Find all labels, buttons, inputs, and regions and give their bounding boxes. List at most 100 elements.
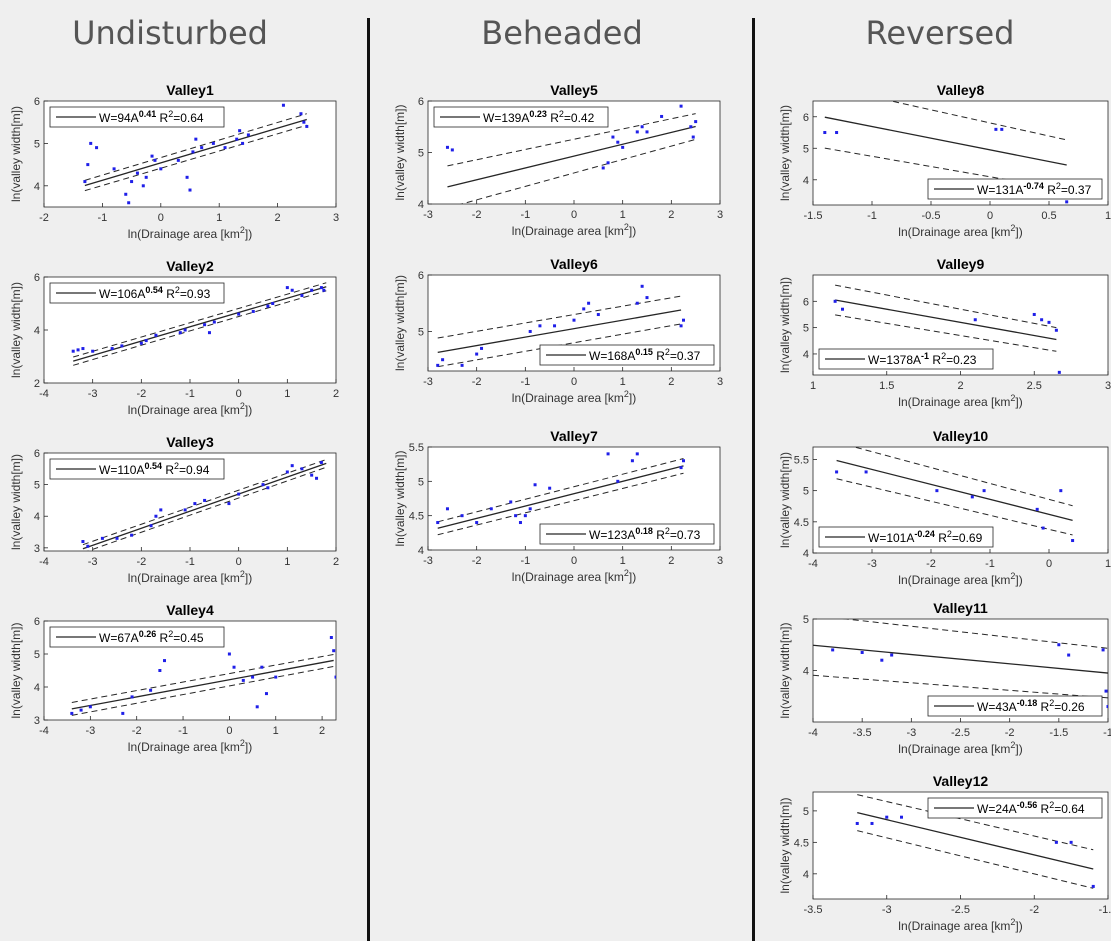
data-point xyxy=(305,124,309,128)
upper-confidence-line xyxy=(82,459,327,546)
data-point xyxy=(130,695,134,699)
data-point xyxy=(79,708,83,712)
data-point xyxy=(1054,328,1058,332)
y-axis-label: ln(valley width[m]) xyxy=(778,622,792,718)
legend-label: W=168A0.15 R2=0.37 xyxy=(589,347,701,363)
chart-valley12: Valley12 -3.5 -3 -2.5 -2 -1.5 4 4.5 5 ln(Drainage… xyxy=(778,773,1111,933)
lower-confidence-line xyxy=(86,466,327,551)
data-point xyxy=(144,175,148,179)
y-tick-label: 3 xyxy=(34,715,40,727)
legend-label: W=131A-0.74 R2=0.37 xyxy=(977,181,1092,197)
data-point xyxy=(606,452,610,456)
upper-confidence-line xyxy=(437,295,682,339)
data-point xyxy=(835,470,839,474)
data-point xyxy=(679,466,683,470)
fit-line xyxy=(82,462,327,550)
x-tick-label: 0.5 xyxy=(1041,210,1056,222)
fit-line xyxy=(84,118,307,187)
x-axis-label: ln(Drainage area [km2]) xyxy=(898,740,1022,756)
lower-confidence-line xyxy=(459,138,696,204)
column-title-undisturbed: Undisturbed xyxy=(72,14,268,52)
legend-box xyxy=(539,344,715,366)
x-tick-label: -1 xyxy=(520,376,530,388)
x-tick-label: -4 xyxy=(808,558,818,570)
data-point xyxy=(120,344,124,348)
x-tick-label: -3 xyxy=(882,904,892,916)
column-title-reversed: Reversed xyxy=(865,14,1015,52)
upper-confidence-line xyxy=(71,653,334,703)
column-divider-left xyxy=(367,18,370,941)
y-tick-label: 5.5 xyxy=(409,442,424,454)
data-point xyxy=(130,533,134,537)
legend-box xyxy=(49,282,225,304)
x-tick-label: -3 xyxy=(867,558,877,570)
data-point xyxy=(235,137,239,141)
y-tick-label: 5.5 xyxy=(794,454,809,466)
data-point xyxy=(682,318,685,322)
data-point xyxy=(1040,318,1044,322)
x-tick-label: -2 xyxy=(472,555,482,567)
data-point xyxy=(232,665,236,669)
x-tick-label: -2 xyxy=(472,376,482,388)
x-tick-label: -1 xyxy=(867,210,877,222)
chart-title: Valley7 xyxy=(550,428,598,444)
data-point xyxy=(144,339,148,343)
chart-title: Valley5 xyxy=(550,82,598,98)
y-tick-label: 6 xyxy=(803,112,809,124)
x-axis-label: ln(Drainage area [km2]) xyxy=(512,222,636,238)
data-point xyxy=(266,304,270,308)
x-tick-label: 3 xyxy=(717,555,723,567)
fit-line xyxy=(824,116,1067,166)
legend-box xyxy=(818,348,994,370)
data-point xyxy=(299,112,303,116)
data-point xyxy=(460,363,464,367)
lower-confidence-line xyxy=(73,290,327,366)
x-tick-label: -2.5 xyxy=(951,904,970,916)
data-point xyxy=(86,163,90,167)
data-points xyxy=(436,284,685,367)
chart-title: Valley10 xyxy=(933,428,988,444)
legend: W=110A0.54 R2=0.94 xyxy=(49,458,225,480)
data-point xyxy=(70,711,74,715)
x-tick-label: -4 xyxy=(39,388,49,400)
legend-box xyxy=(49,458,225,480)
data-points xyxy=(445,104,698,170)
fit-lines xyxy=(857,794,1094,889)
data-point xyxy=(855,821,859,825)
data-point xyxy=(154,333,158,337)
y-axis-label: ln(valley width[m]) xyxy=(9,454,23,550)
x-tick-label: 3 xyxy=(333,212,339,224)
x-tick-label: 2 xyxy=(319,725,325,737)
data-point xyxy=(281,103,285,107)
data-point xyxy=(71,349,75,353)
x-tick-label: 0 xyxy=(158,212,164,224)
y-tick-label: 4 xyxy=(34,325,40,337)
fit-line xyxy=(447,125,696,188)
x-tick-label: 3 xyxy=(717,376,723,388)
x-tick-label: 2 xyxy=(668,209,674,221)
chart-valley9: Valley9 1 1.5 2 2.5 3 4 5 6 ln(Drainage area [km2… xyxy=(778,256,1111,409)
data-point xyxy=(973,318,977,322)
legend-label: W=101A-0.24 R2=0.69 xyxy=(868,529,983,545)
data-point xyxy=(255,705,259,709)
legend: W=131A-0.74 R2=0.37 xyxy=(927,178,1103,200)
x-tick-label: 1.5 xyxy=(879,380,894,392)
x-tick-label: 1 xyxy=(284,556,290,568)
data-point xyxy=(290,464,294,468)
fit-lines xyxy=(813,619,1108,699)
data-point xyxy=(185,175,189,179)
fit-line xyxy=(437,309,682,354)
data-point xyxy=(315,476,319,480)
data-point xyxy=(188,188,192,192)
data-point xyxy=(227,652,231,656)
y-tick-label: 5 xyxy=(803,143,809,155)
data-point xyxy=(890,653,894,657)
data-point xyxy=(1101,648,1105,652)
y-axis-label: ln(valley width[m]) xyxy=(778,452,792,548)
data-point xyxy=(266,486,270,490)
x-tick-label: 1 xyxy=(284,388,290,400)
y-tick-label: 4 xyxy=(34,511,40,523)
data-point xyxy=(596,313,600,317)
chart-title: Valley11 xyxy=(933,600,988,616)
